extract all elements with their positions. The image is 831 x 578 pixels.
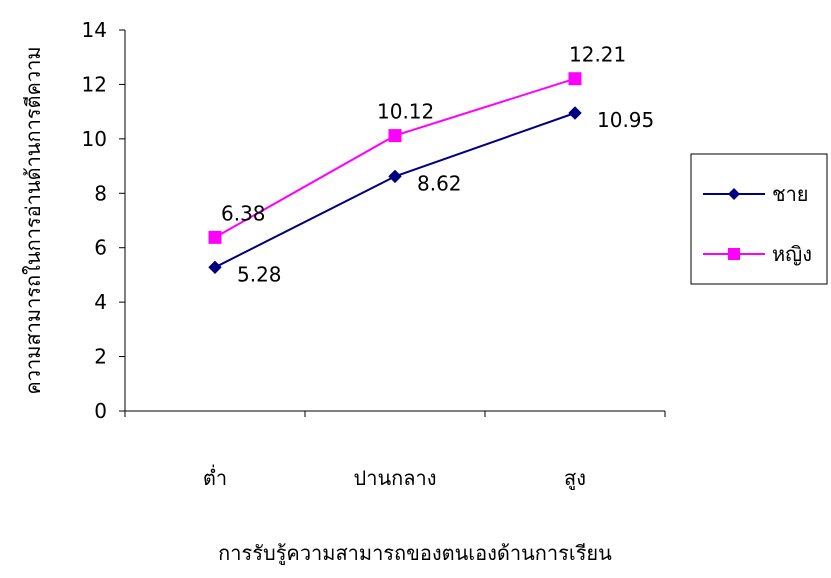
y-tick-label: 4 [94, 290, 107, 314]
y-axis-title: ความสามารถในการอ่านด้านการตีความ [21, 46, 45, 394]
data-label: 5.28 [237, 262, 282, 286]
y-tick-label: 0 [94, 399, 107, 423]
data-label: 6.38 [221, 201, 266, 225]
y-tick-label: 12 [82, 72, 107, 96]
legend-label: หญิง [772, 242, 812, 266]
y-axis: 0 2 4 6 8 10 12 14 [82, 18, 126, 423]
data-point-marker [208, 260, 222, 275]
y-tick-label: 14 [82, 18, 107, 42]
data-point-marker [388, 169, 402, 184]
legend-label: ชาย [772, 182, 809, 206]
x-axis: ต่ำ ปานกลาง สูง [124, 410, 666, 491]
legend-item: ชาย [703, 182, 809, 206]
y-tick-label: 6 [94, 236, 107, 260]
x-category-label: สูง [564, 466, 586, 491]
x-axis-title: การรับรู้ความสามารถของตนเองด้านการเรียน [218, 541, 612, 566]
data-label: 12.21 [569, 43, 626, 67]
legend-marker [728, 248, 740, 260]
legend-marker [728, 188, 740, 200]
y-tick-label: 10 [82, 127, 107, 151]
series-1: 5.28 8.62 10.95 [208, 106, 654, 286]
legend-item: หญิง [703, 242, 812, 266]
data-label: 10.95 [597, 108, 654, 132]
x-category-label: ต่ำ [203, 464, 227, 490]
data-point-marker [208, 230, 222, 244]
data-label: 8.62 [417, 171, 462, 195]
series-2: 6.38 10.12 12.21 [208, 43, 626, 244]
data-point-marker [568, 106, 582, 120]
data-point-marker [568, 72, 582, 86]
data-label: 10.12 [377, 100, 434, 124]
data-point-marker [388, 129, 402, 143]
series-layer: 5.28 8.62 10.95 6.38 10.12 12.21 [208, 43, 654, 286]
x-category-label: ปานกลาง [354, 466, 437, 490]
y-tick-label: 2 [94, 345, 107, 369]
y-tick-label: 8 [94, 181, 107, 205]
legend-box [690, 153, 828, 285]
